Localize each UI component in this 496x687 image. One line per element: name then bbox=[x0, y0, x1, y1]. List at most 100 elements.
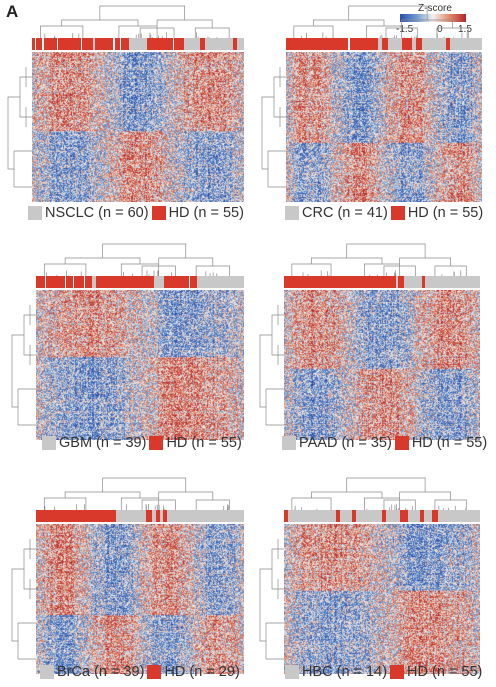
group-annotation-segment bbox=[81, 38, 83, 50]
group-annotation-segment bbox=[46, 276, 66, 288]
legend-swatch-disease bbox=[285, 665, 299, 679]
group-annotation-segment bbox=[119, 38, 122, 50]
legend-disease-label: GBM (n = 39) bbox=[59, 435, 147, 451]
column-dendrogram bbox=[43, 243, 230, 278]
group-annotation-segment bbox=[116, 510, 146, 522]
group-annotation-segment bbox=[91, 276, 97, 288]
group-annotation-segment bbox=[450, 38, 482, 50]
legend-swatch-disease bbox=[285, 206, 299, 220]
group-annotation-segment bbox=[199, 38, 206, 50]
group-annotation-segment bbox=[82, 38, 93, 50]
legend-healthy-label: HD (n = 55) bbox=[411, 435, 488, 451]
group-annotation-segment bbox=[400, 510, 408, 522]
group-annotation-segment bbox=[408, 510, 420, 522]
legend-disease-label: BrCa (n = 39) bbox=[57, 664, 145, 680]
group-annotation-segment bbox=[113, 38, 115, 50]
heatmap-panel-paad: PAAD (n = 35) HD (n = 55) bbox=[0, 0, 487, 451]
group-annotation-segment bbox=[154, 276, 164, 288]
group-annotation-segment bbox=[424, 510, 432, 522]
group-annotation-segment bbox=[66, 276, 74, 288]
group-annotation-segment bbox=[288, 510, 336, 522]
legend-swatch-disease bbox=[42, 436, 56, 450]
legend-disease-label: PAAD (n = 35) bbox=[299, 435, 392, 451]
colorbar-title: Z-score bbox=[418, 3, 452, 14]
group-annotation-bar bbox=[36, 510, 244, 522]
heatmap-panel-crc: CRC (n = 41) HD (n = 55) bbox=[0, 0, 483, 229]
group-annotation-segment bbox=[398, 276, 404, 288]
group-annotation-segment bbox=[96, 276, 155, 288]
colorbar-tick-max: 1.5 bbox=[458, 24, 472, 35]
group-annotation-segment bbox=[32, 38, 35, 50]
group-annotation-segment bbox=[166, 510, 244, 522]
group-annotation-segment bbox=[95, 38, 114, 50]
group-annotation-bar bbox=[284, 276, 480, 288]
group-annotation-segment bbox=[146, 510, 152, 522]
group-annotation-segment bbox=[237, 38, 244, 50]
group-annotation-segment bbox=[348, 38, 350, 50]
group-annotation-segment bbox=[382, 38, 388, 50]
group-annotation-bar bbox=[286, 38, 482, 50]
group-annotation-segment bbox=[73, 276, 75, 288]
group-annotation-segment bbox=[146, 38, 173, 50]
row-dendrogram bbox=[11, 305, 36, 426]
column-dendrogram bbox=[293, 5, 469, 40]
group-annotation-segment bbox=[92, 38, 96, 50]
group-annotation-bar bbox=[36, 276, 244, 288]
group-annotation-segment bbox=[65, 276, 67, 288]
heatmap bbox=[284, 524, 480, 674]
group-annotation-segment bbox=[83, 276, 85, 288]
group-annotation-segment bbox=[432, 510, 438, 522]
group-annotation-segment bbox=[172, 38, 175, 50]
group-annotation-segment bbox=[184, 38, 200, 50]
group-annotation-segment bbox=[84, 276, 92, 288]
column-dendrogram bbox=[43, 477, 230, 512]
group-legend: GBM (n = 39) HD (n = 55) bbox=[42, 435, 242, 451]
group-annotation-segment bbox=[416, 38, 422, 50]
group-annotation-segment bbox=[350, 38, 378, 50]
group-annotation-segment bbox=[43, 38, 57, 50]
group-annotation-segment bbox=[189, 276, 191, 288]
group-annotation-segment bbox=[386, 510, 400, 522]
group-annotation-segment bbox=[190, 276, 198, 288]
heatmap bbox=[36, 290, 244, 440]
group-legend: HBC (n = 14) HD (n = 55) bbox=[285, 664, 482, 680]
group-annotation-segment bbox=[356, 510, 382, 522]
group-legend: BrCa (n = 39) HD (n = 29) bbox=[40, 664, 240, 680]
row-dendrogram bbox=[11, 539, 36, 660]
colorbar-gradient bbox=[400, 14, 466, 22]
group-annotation-segment bbox=[36, 510, 116, 522]
group-annotation-segment bbox=[57, 38, 82, 50]
group-legend: CRC (n = 41) HD (n = 55) bbox=[285, 205, 483, 221]
group-annotation-segment bbox=[396, 276, 398, 288]
heatmap-panel-hbc: HBC (n = 14) HD (n = 55) bbox=[0, 0, 482, 680]
group-annotation-segment bbox=[422, 38, 446, 50]
group-annotation-segment bbox=[284, 510, 288, 522]
group-annotation-segment bbox=[284, 276, 396, 288]
legend-healthy-label: HD (n = 55) bbox=[168, 205, 244, 221]
group-annotation-segment bbox=[378, 38, 382, 50]
heatmap bbox=[32, 52, 244, 202]
legend-swatch-disease bbox=[40, 665, 54, 679]
group-legend: PAAD (n = 35) HD (n = 55) bbox=[282, 435, 487, 451]
legend-healthy-label: HD (n = 55) bbox=[166, 435, 242, 451]
group-annotation-segment bbox=[402, 38, 412, 50]
heatmap bbox=[36, 524, 244, 674]
group-annotation-segment bbox=[159, 510, 163, 522]
group-annotation-segment bbox=[446, 38, 450, 50]
group-annotation-segment bbox=[340, 510, 352, 522]
legend-swatch-healthy bbox=[151, 206, 166, 220]
legend-disease-label: NSCLC (n = 60) bbox=[45, 205, 149, 221]
group-annotation-segment bbox=[197, 276, 244, 288]
heatmap bbox=[286, 52, 482, 202]
legend-swatch-healthy bbox=[149, 436, 164, 450]
panel-label: A bbox=[6, 2, 19, 21]
group-annotation-segment bbox=[155, 510, 160, 522]
group-annotation-segment bbox=[404, 276, 422, 288]
colorbar-tick-zero: 0 bbox=[437, 24, 443, 35]
group-annotation-segment bbox=[422, 276, 425, 288]
group-annotation-segment bbox=[42, 38, 44, 50]
heatmap-panel-gbm: GBM (n = 39) HD (n = 55) bbox=[0, 0, 248, 451]
legend-swatch-healthy bbox=[390, 665, 405, 679]
group-annotation-segment bbox=[74, 276, 84, 288]
group-annotation-segment bbox=[35, 38, 43, 50]
